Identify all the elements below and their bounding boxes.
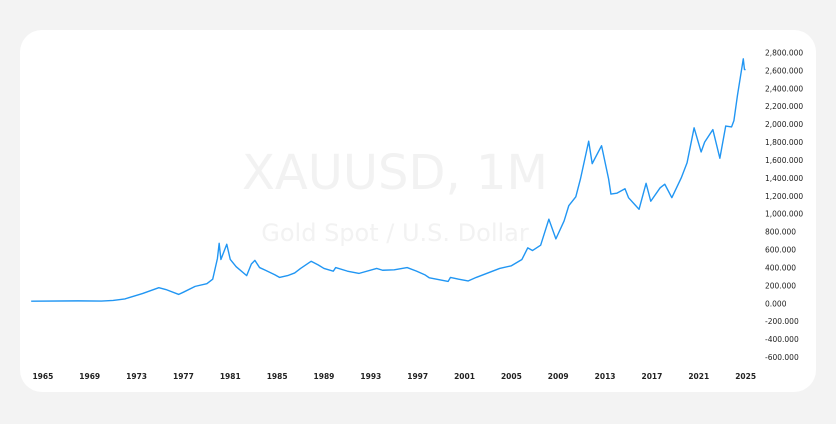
x-tick-label: 2009 <box>548 372 569 381</box>
x-tick-label: 1977 <box>173 372 194 381</box>
price-line <box>31 58 746 302</box>
y-tick-label: -600.000 <box>765 353 799 362</box>
y-tick-label: 2,800.000 <box>765 48 803 57</box>
y-tick-label: 1,400.000 <box>765 174 803 183</box>
y-tick-label: 2,600.000 <box>765 66 803 75</box>
y-tick-label: 1,000.000 <box>765 210 803 219</box>
y-tick-label: -400.000 <box>765 335 799 344</box>
y-tick-label: 600.000 <box>765 246 796 255</box>
y-tick-label: -200.000 <box>765 317 799 326</box>
y-tick-label: 1,200.000 <box>765 192 803 201</box>
x-tick-label: 1989 <box>314 372 335 381</box>
x-tick-label: 1965 <box>32 372 53 381</box>
x-tick-label: 1985 <box>267 372 288 381</box>
x-tick-label: 2025 <box>735 372 756 381</box>
y-tick-label: 2,400.000 <box>765 84 803 93</box>
x-tick-label: 1997 <box>407 372 428 381</box>
x-tick-label: 2021 <box>688 372 709 381</box>
x-tick-label: 1969 <box>79 372 100 381</box>
x-tick-label: 2013 <box>595 372 616 381</box>
card <box>20 30 816 392</box>
x-tick-label: 2005 <box>501 372 522 381</box>
y-tick-label: 1,800.000 <box>765 138 803 147</box>
y-tick-label: 2,200.000 <box>765 102 803 111</box>
watermark-title: XAUUSD, 1M <box>242 145 548 201</box>
y-tick-label: 800.000 <box>765 228 796 237</box>
x-tick-label: 1973 <box>126 372 147 381</box>
x-tick-label: 2017 <box>641 372 662 381</box>
x-tick-label: 2001 <box>454 372 475 381</box>
y-tick-label: 0.000 <box>765 299 787 308</box>
x-tick-label: 1993 <box>360 372 381 381</box>
watermark-subtitle: Gold Spot / U.S. Dollar <box>261 219 529 247</box>
y-tick-label: 200.000 <box>765 281 796 290</box>
y-tick-label: 400.000 <box>765 263 796 272</box>
y-tick-label: 2,000.000 <box>765 120 803 129</box>
x-tick-label: 1981 <box>220 372 241 381</box>
y-tick-label: 1,600.000 <box>765 156 803 165</box>
